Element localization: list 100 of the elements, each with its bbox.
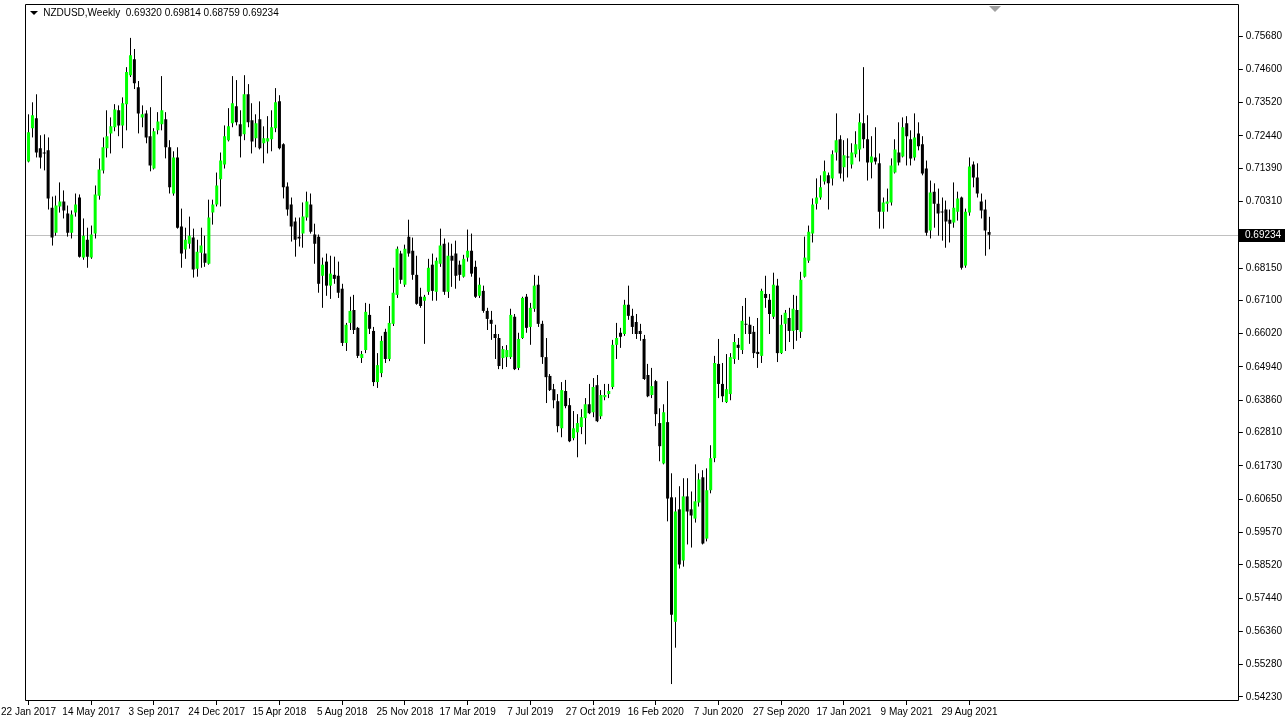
x-tick-label: 27 Sep 2020 — [752, 705, 811, 717]
candlestick — [736, 337, 740, 361]
y-tick-label: 0.55280 — [1245, 658, 1283, 670]
x-tick-label: 24 Dec 2017 — [188, 705, 246, 717]
y-tick-label: 0.75680 — [1245, 29, 1283, 41]
x-tick-label: 14 May 2017 — [62, 705, 121, 717]
y-tick-label: 0.59570 — [1245, 526, 1283, 538]
candlestick — [897, 121, 901, 166]
y-tick-label: 0.73520 — [1245, 96, 1283, 108]
candlestick — [348, 296, 352, 331]
candlestick — [724, 353, 728, 404]
candlestick — [454, 240, 458, 290]
candlestick — [818, 174, 822, 201]
ref-line-label: 0.69234 — [1245, 229, 1282, 241]
x-tick-label: 7 Jun 2020 — [693, 705, 744, 717]
candlestick — [948, 209, 952, 243]
candlestick — [822, 160, 826, 186]
candlestick — [975, 162, 979, 199]
y-tick-label: 0.58520 — [1245, 558, 1283, 570]
x-tick-label: 16 Feb 2020 — [627, 705, 685, 717]
candlestick — [117, 104, 121, 137]
candlestick — [301, 201, 305, 249]
x-tick-label: 3 Sep 2017 — [128, 705, 180, 717]
candlestick — [615, 322, 619, 360]
candlestick — [744, 297, 748, 335]
x-tick-label: 7 Jul 2019 — [507, 705, 554, 717]
candlestick — [826, 172, 830, 211]
candlestick — [215, 172, 219, 207]
candlestick — [905, 115, 909, 166]
candlestick — [630, 308, 634, 335]
candlestick — [685, 477, 689, 545]
candlestick — [450, 243, 454, 288]
x-tick-label: 15 Apr 2018 — [252, 705, 307, 717]
y-tick-label: 0.60650 — [1245, 492, 1283, 504]
candlestick — [971, 160, 975, 188]
y-tick-label: 0.61730 — [1245, 459, 1283, 471]
candlestick — [89, 225, 93, 260]
candlestick — [909, 129, 913, 166]
candlestick — [764, 275, 768, 309]
candlestick — [862, 66, 866, 149]
y-tick-label: 0.64940 — [1245, 360, 1283, 372]
candlestick — [983, 199, 987, 257]
candlestick — [254, 113, 258, 148]
candlestick — [952, 181, 956, 229]
candlestick — [481, 285, 485, 314]
x-tick-label: 9 May 2021 — [880, 705, 934, 717]
candlestick — [587, 383, 591, 415]
candlestick — [583, 397, 587, 445]
x-tick-label: 22 Jan 2017 — [1, 705, 57, 717]
y-tick-label: 0.54230 — [1245, 690, 1283, 702]
candlestick — [489, 310, 493, 341]
x-tick-label: 25 Nov 2018 — [376, 705, 434, 717]
candlestick — [803, 236, 807, 279]
y-tick-label: 0.74600 — [1245, 63, 1283, 75]
y-tick-label: 0.66020 — [1245, 327, 1283, 339]
candlestick — [940, 197, 944, 242]
candlestick — [756, 317, 760, 369]
candlestick — [199, 227, 203, 269]
candlestick — [485, 307, 489, 331]
candlestick — [619, 327, 623, 349]
candlestick — [752, 325, 756, 359]
candlestick — [791, 294, 795, 350]
candlestick — [783, 309, 787, 352]
y-tick-label: 0.62810 — [1245, 426, 1283, 438]
candlestick — [850, 142, 854, 170]
candlestick — [368, 303, 372, 335]
candlestick — [266, 115, 270, 154]
candlestick — [885, 188, 889, 213]
candlestick — [634, 313, 638, 340]
candlestick — [113, 103, 117, 132]
candlestick — [462, 254, 466, 279]
candlestick — [85, 227, 89, 269]
candlestick — [944, 200, 948, 249]
x-tick-label: 5 Aug 2018 — [316, 705, 368, 717]
y-tick-label: 0.70310 — [1245, 195, 1283, 207]
candlestick — [66, 205, 70, 238]
candlestick — [846, 137, 850, 178]
candlestick — [913, 112, 917, 162]
y-tick-label: 0.68150 — [1245, 261, 1283, 273]
candlestick — [873, 126, 877, 166]
candlestick — [866, 114, 870, 182]
candlestick — [575, 413, 579, 458]
candlestick — [238, 109, 242, 158]
candlestick — [423, 294, 426, 345]
candlestick — [815, 177, 819, 211]
candlestick — [795, 295, 799, 342]
candlestick — [936, 188, 940, 237]
candlestick — [195, 239, 199, 278]
y-tick-label: 0.57440 — [1245, 591, 1283, 603]
candlestick — [156, 111, 160, 135]
candlestick — [230, 75, 234, 128]
candlestick — [932, 182, 936, 229]
x-tick-label: 17 Jan 2021 — [816, 705, 872, 717]
candlestick — [717, 338, 721, 399]
candlestick — [658, 407, 662, 462]
y-tick-label: 0.56360 — [1245, 625, 1283, 637]
candlestick — [842, 139, 846, 182]
x-tick-label: 27 Oct 2019 — [565, 705, 621, 717]
candlestick — [234, 79, 238, 126]
candlestick — [211, 199, 215, 226]
